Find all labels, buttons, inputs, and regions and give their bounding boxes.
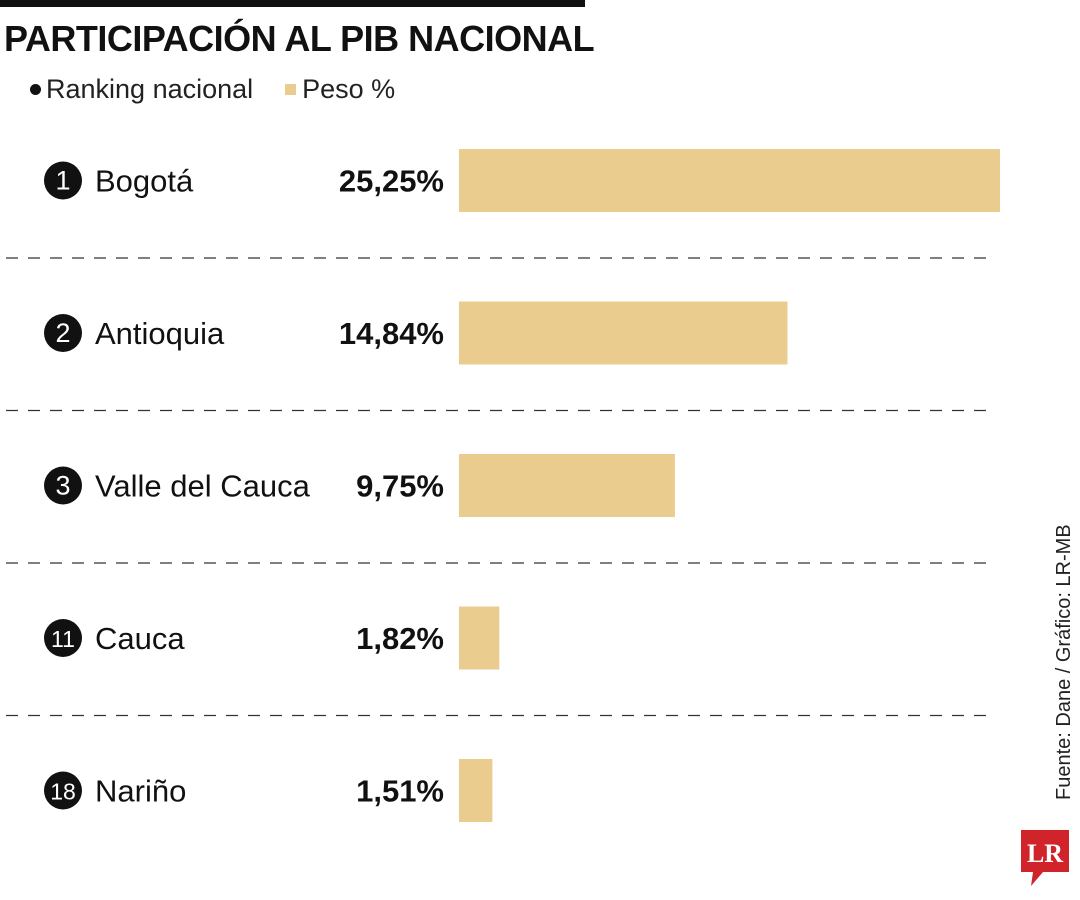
legend-peso-marker (285, 84, 297, 95)
bar-1 (459, 149, 1000, 212)
category-label-4: Cauca (95, 621, 185, 656)
bar-4 (459, 606, 500, 670)
category-label-2: Antioquia (95, 316, 225, 351)
category-label-1: Bogotá (95, 164, 194, 199)
rank-badge-2 (44, 314, 82, 352)
category-label-5: Nariño (95, 774, 186, 809)
rank-badge-1 (44, 161, 82, 200)
value-label-5: 1,51% (356, 774, 444, 809)
rank-badge-3 (44, 466, 82, 505)
bar-3 (459, 454, 675, 517)
legend-ranking-marker (30, 84, 41, 95)
bar-chart: 1 Bogotá 25,25% 2 Antioquia 14,84% 3 Valle del … (6, 149, 1000, 822)
svg-text:LR: LR (1027, 839, 1063, 868)
value-label-4: 1,82% (356, 621, 444, 656)
title-rule (0, 0, 585, 7)
source-note: Fuente: Dane / Gráfico: LR-MB (1053, 524, 1075, 800)
rank-label-2: 2 (55, 318, 70, 348)
category-label-3: Valle del Cauca (95, 469, 311, 504)
chart-title: PARTICIPACIÓN AL PIB NACIONAL (4, 18, 595, 59)
value-label-3: 9,75% (356, 469, 444, 504)
legend-ranking-label: Ranking nacional (46, 74, 254, 104)
rank-label-5: 18 (50, 779, 76, 805)
rank-label-1: 1 (55, 166, 70, 196)
legend-peso-label: Peso % (302, 74, 396, 104)
bar-2 (459, 301, 788, 365)
rank-label-3: 3 (55, 471, 70, 501)
rank-badge-5 (44, 771, 82, 810)
rank-label-4: 11 (51, 626, 75, 652)
value-label-1: 25,25% (339, 164, 444, 199)
rank-badge-4 (44, 619, 82, 657)
bar-5 (459, 759, 493, 822)
lr-logo: LR (1021, 830, 1069, 886)
legend: Ranking nacional Peso % (30, 74, 395, 105)
value-label-2: 14,84% (339, 316, 444, 351)
